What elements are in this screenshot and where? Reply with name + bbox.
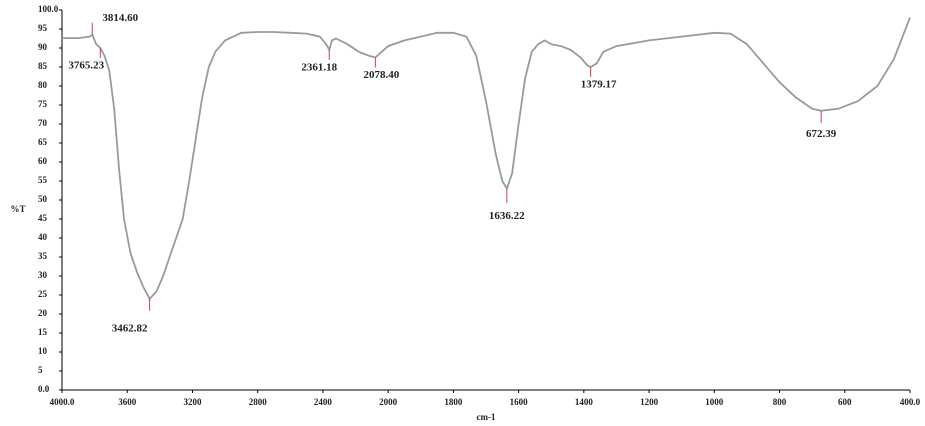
x-tick-label: 4000.0 xyxy=(50,397,75,407)
x-tick-label: 600 xyxy=(838,397,852,407)
x-tick-label: 2800 xyxy=(249,397,268,407)
y-tick-label: 5 xyxy=(38,365,43,375)
x-tick-label: 1400 xyxy=(575,397,594,407)
y-tick-label: 80 xyxy=(38,80,48,90)
y-tick-label: 85 xyxy=(38,61,48,71)
peak-label: 672.39 xyxy=(806,128,837,140)
x-tick-label: 1200 xyxy=(640,397,659,407)
spectrum-line xyxy=(62,17,911,301)
peak-label: 1636.22 xyxy=(489,210,525,222)
peak-label: 2078.40 xyxy=(363,69,399,81)
peak-label: 3765.23 xyxy=(68,60,104,72)
x-tick-label: 1800 xyxy=(444,397,463,407)
y-tick-label: 70 xyxy=(38,118,48,128)
y-tick-label: 95 xyxy=(38,23,48,33)
y-tick-label: 75 xyxy=(38,99,48,109)
x-tick-label: 1000 xyxy=(705,397,724,407)
x-tick-label: 1600 xyxy=(510,397,529,407)
x-tick-label: 2400 xyxy=(314,397,333,407)
y-axis-label: %T xyxy=(10,204,25,214)
peak-label: 3814.60 xyxy=(102,12,138,24)
x-tick-label: 800 xyxy=(773,397,787,407)
peak-label: 3462.82 xyxy=(112,322,148,334)
y-tick-label: 35 xyxy=(38,251,48,261)
y-tick-label: 40 xyxy=(38,232,48,242)
x-tick-label: 3200 xyxy=(183,397,202,407)
peak-label: 1379.17 xyxy=(581,79,617,91)
y-tick-label: 25 xyxy=(38,289,48,299)
y-tick-label: 0.0 xyxy=(38,384,50,394)
y-tick-label: 60 xyxy=(38,156,48,166)
x-axis-label: cm-1 xyxy=(477,412,496,422)
peak-label: 2361.18 xyxy=(301,61,337,73)
y-tick-label: 15 xyxy=(38,327,48,337)
y-tick-label: 10 xyxy=(38,346,48,356)
y-tick-label: 90 xyxy=(38,42,48,52)
x-tick-label: 2000 xyxy=(379,397,398,407)
y-tick-label: 45 xyxy=(38,213,48,223)
y-tick-label: 30 xyxy=(38,270,48,280)
y-tick-label: 65 xyxy=(38,137,48,147)
x-tick-label: 400.0 xyxy=(900,397,921,407)
y-tick-label: 100.0 xyxy=(38,4,59,14)
y-tick-label: 55 xyxy=(38,175,48,185)
y-tick-label: 50 xyxy=(38,194,48,204)
x-tick-label: 3600 xyxy=(118,397,137,407)
y-tick-label: 20 xyxy=(38,308,48,318)
